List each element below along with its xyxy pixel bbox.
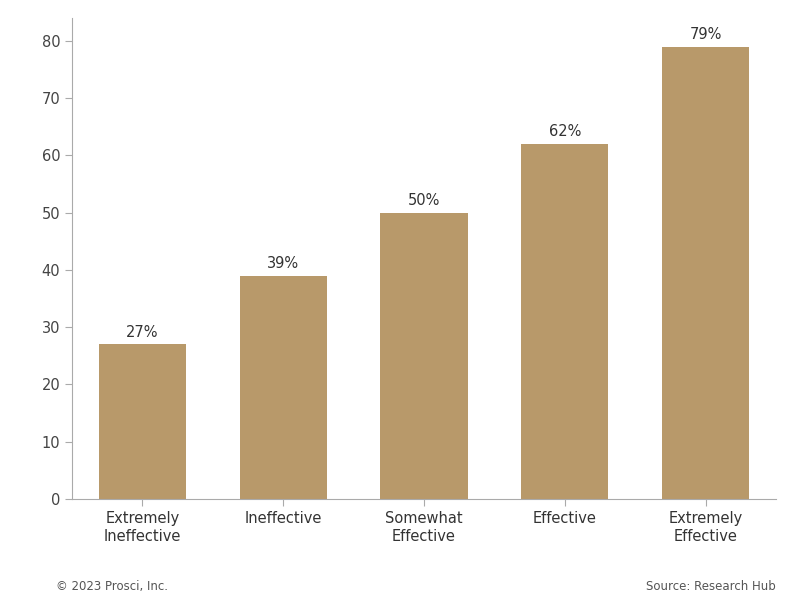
Bar bbox=[239, 276, 327, 499]
Bar bbox=[380, 213, 468, 499]
Bar bbox=[662, 47, 750, 499]
Bar bbox=[98, 344, 186, 499]
Text: 39%: 39% bbox=[267, 256, 299, 271]
Text: 62%: 62% bbox=[549, 124, 581, 139]
Text: 27%: 27% bbox=[126, 325, 158, 340]
Text: Source: Research Hub: Source: Research Hub bbox=[646, 580, 776, 593]
Bar bbox=[521, 144, 609, 499]
Text: 50%: 50% bbox=[408, 193, 440, 208]
Text: © 2023 Prosci, Inc.: © 2023 Prosci, Inc. bbox=[56, 580, 168, 593]
Text: 79%: 79% bbox=[690, 27, 722, 42]
